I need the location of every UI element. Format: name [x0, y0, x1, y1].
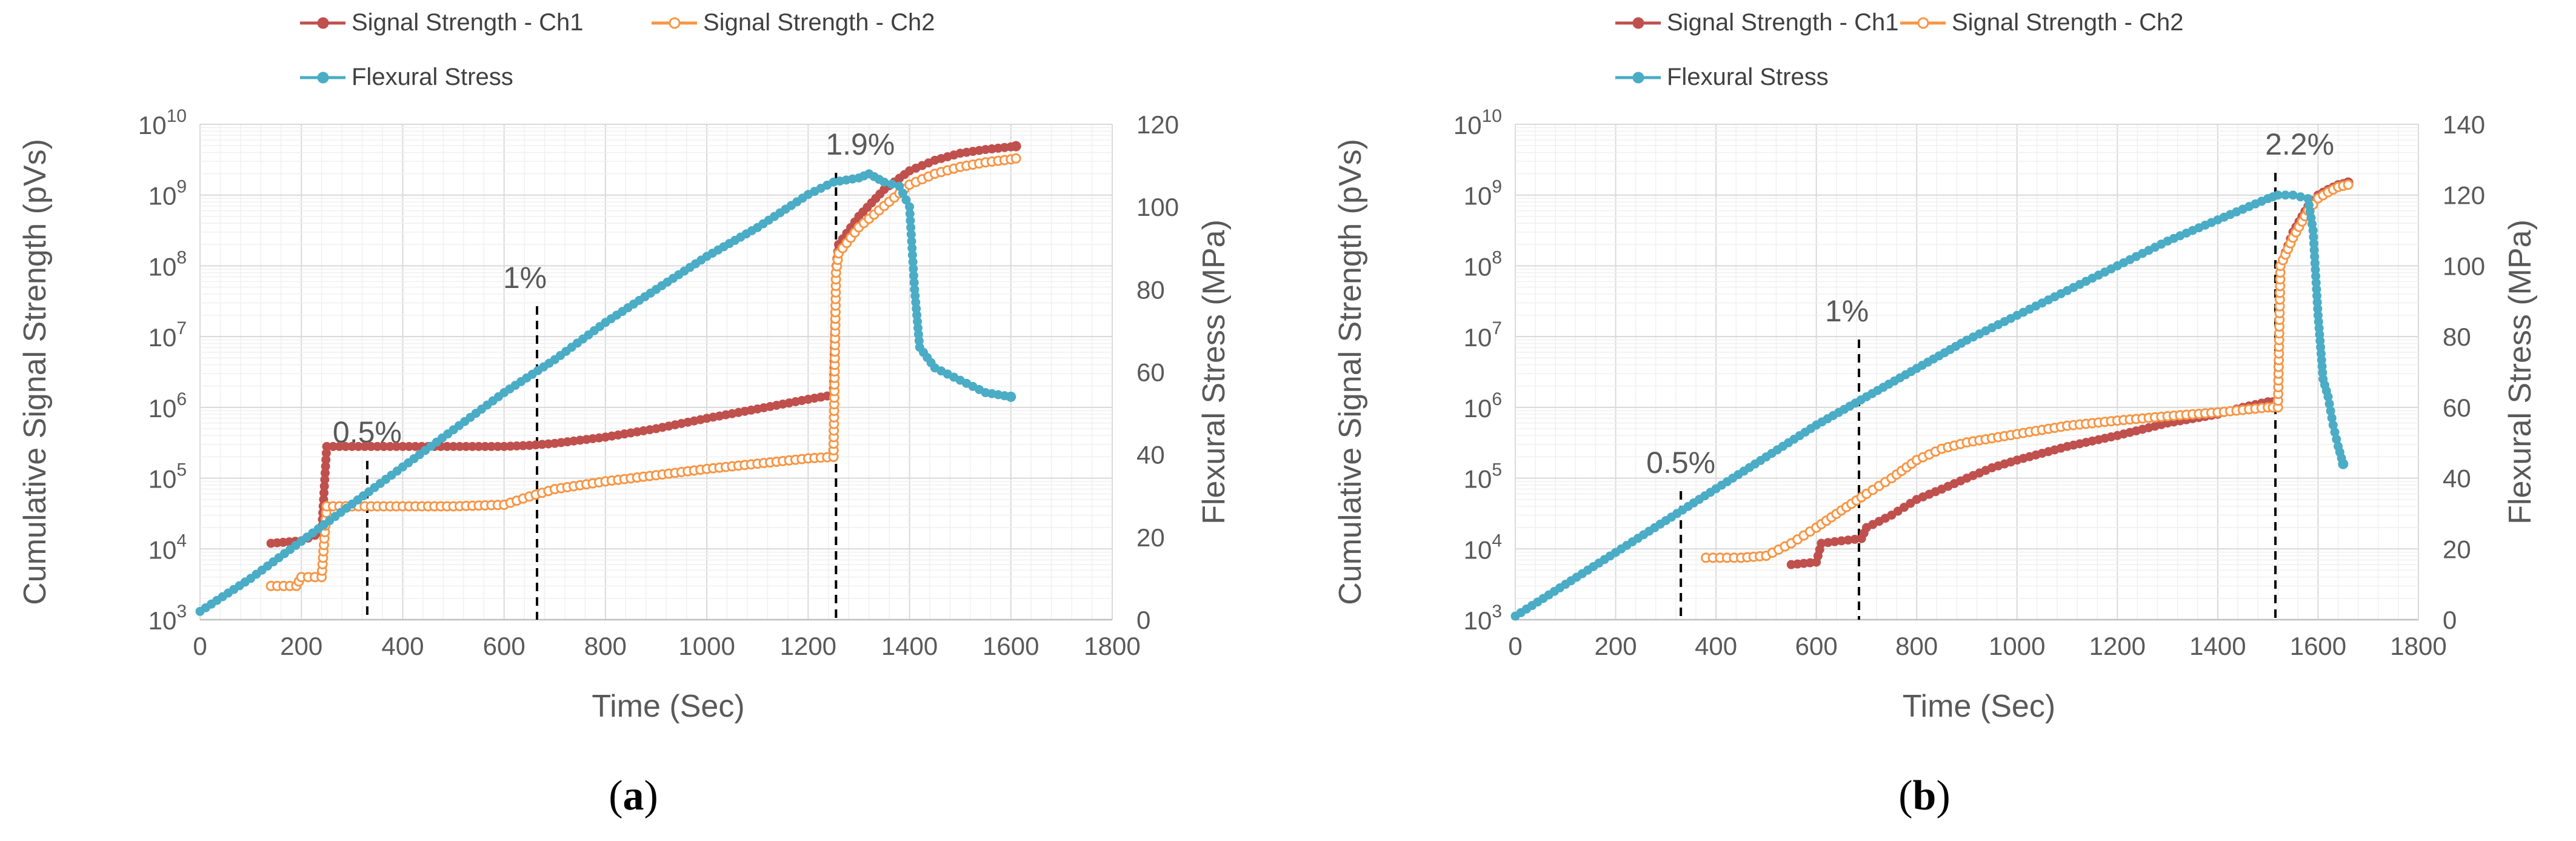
- chart-a-strain-annotation: 1%: [503, 261, 547, 295]
- chart-b-x-tick-label: 0: [1508, 632, 1522, 660]
- chart-a-x-tick-label: 1600: [983, 632, 1039, 660]
- chart-a-x-axis-label: Time (Sec): [592, 689, 744, 724]
- chart-b-y-tick-label: 105: [1464, 460, 1502, 494]
- chart-a-y-tick-label: 106: [148, 389, 187, 423]
- chart-panel-b: 0 200 400 600 800 1000 1200 1400 1600 18001031041…: [1333, 9, 2538, 819]
- chart-a-legend-swatch-marker: [317, 72, 329, 84]
- chart-b-y2-tick-label: 140: [2443, 110, 2485, 139]
- chart-b-series-line: [1706, 183, 2349, 560]
- chart-a-x-tick-label: 600: [483, 632, 526, 660]
- chart-a-gridlines: [199, 124, 1113, 620]
- chart-a-legend-label: Signal Strength - Ch2: [703, 9, 935, 36]
- chart-a-x-tick-label: 1200: [780, 632, 836, 660]
- chart-a-y-tick-label: 103: [148, 601, 187, 635]
- chart-a-panel-label: (a): [609, 772, 658, 819]
- chart-b-x-tick-label: 600: [1795, 632, 1838, 660]
- chart-a-y2-tick-label: 100: [1136, 193, 1179, 221]
- chart-a-y-tick-label: 105: [148, 460, 187, 494]
- chart-a-x-tick-label: 1000: [678, 632, 735, 660]
- chart-b-x-tick-label: 1000: [1989, 632, 2045, 660]
- chart-a-y-tick-label: 107: [148, 318, 187, 352]
- chart-a-y-tick-label: 104: [148, 531, 187, 564]
- chart-b-gridlines: [1515, 124, 2419, 620]
- chart-b-y2-axis-label: Flexural Stress (MPa): [2503, 219, 2538, 524]
- chart-a-y2-axis-label: Flexural Stress (MPa): [1196, 219, 1232, 524]
- chart-a-data-point: [1006, 391, 1016, 402]
- chart-b-y2-tick-label: 60: [2443, 394, 2471, 422]
- chart-b-y2-tick-label: 20: [2443, 535, 2471, 563]
- chart-b-series-3: [1510, 190, 2349, 621]
- chart-b-data-point: [2295, 192, 2305, 202]
- chart-a-y2-tick-label: 40: [1136, 441, 1165, 469]
- chart-a-y-tick-label: 109: [148, 177, 187, 210]
- chart-a-y-tick-label: 1010: [138, 106, 187, 139]
- chart-b-y2-tick-label: 40: [2443, 464, 2471, 493]
- chart-a-legend-swatch-marker: [317, 17, 329, 29]
- chart-a-x-tick-label: 1800: [1084, 632, 1140, 660]
- chart-a-data-point: [1010, 141, 1021, 152]
- chart-b-data-point: [2343, 179, 2354, 190]
- chart-a-data-point: [1010, 153, 1021, 164]
- chart-b-legend-swatch-marker: [1917, 17, 1929, 29]
- chart-a-x-tick-label: 1400: [881, 632, 938, 660]
- chart-b-panel-label: (b): [1898, 772, 1950, 819]
- chart-b-y-tick-label: 1010: [1453, 106, 1502, 139]
- chart-a-y2-tick-label: 120: [1136, 110, 1179, 139]
- chart-b-legend: Signal Strength - Ch1 Signal Strength - C…: [1615, 9, 2183, 90]
- chart-a-series-3: [195, 169, 1016, 616]
- chart-b-y-tick-label: 106: [1464, 389, 1502, 423]
- chart-a-y-axis-label: Cumulative Signal Strength (pVs): [18, 139, 53, 605]
- chart-b-data-point: [2281, 190, 2291, 200]
- chart-a-strain-annotation: 1.9%: [826, 127, 895, 161]
- chart-b-y2-tick-label: 100: [2443, 252, 2485, 280]
- chart-b-y-tick-label: 107: [1464, 318, 1502, 352]
- chart-b-data-point: [2273, 190, 2283, 200]
- chart-a-legend-label: Signal Strength - Ch1: [352, 9, 583, 36]
- chart-b-x-tick-label: 200: [1595, 632, 1637, 660]
- chart-b-x-axis-label: Time (Sec): [1903, 689, 2055, 724]
- chart-b-y-tick-label: 103: [1464, 601, 1502, 635]
- chart-b-data-point: [2338, 458, 2349, 469]
- chart-b-series-2: [1701, 179, 2354, 563]
- chart-b-y2-tick-label: 120: [2443, 181, 2485, 210]
- chart-b-strain-annotation: 0.5%: [1646, 446, 1715, 480]
- chart-b-x-tick-label: 800: [1895, 632, 1938, 660]
- chart-a-x-tick-label: 400: [381, 632, 424, 660]
- chart-b-legend-label: Signal Strength - Ch1: [1667, 9, 1898, 36]
- chart-b-y-axis-label: Cumulative Signal Strength (pVs): [1333, 139, 1368, 605]
- chart-b-legend-label: Signal Strength - Ch2: [1952, 9, 2183, 36]
- chart-b-data-point: [2288, 190, 2298, 200]
- chart-a-data-point: [879, 177, 889, 187]
- chart-a-legend-label: Flexural Stress: [352, 64, 513, 90]
- chart-b-y-tick-label: 108: [1464, 247, 1502, 281]
- chart-b-legend-swatch-marker: [1632, 17, 1644, 29]
- chart-a-x-tick-label: 0: [193, 632, 207, 660]
- chart-a-y-tick-label: 108: [148, 247, 187, 281]
- chart-a-x-tick-label: 200: [280, 632, 322, 660]
- chart-a-y2-tick-label: 60: [1136, 358, 1165, 387]
- chart-b-series-line: [1514, 193, 2345, 618]
- chart-b-x-tick-label: 1600: [2290, 632, 2346, 660]
- chart-b-x-tick-label: 400: [1695, 632, 1737, 660]
- chart-a-y2-tick-label: 20: [1136, 523, 1165, 552]
- chart-a-y2-tick-label: 0: [1136, 606, 1150, 634]
- chart-a-legend: Signal Strength - Ch1 Signal Strength - C…: [300, 9, 935, 90]
- chart-b-y-tick-label: 109: [1464, 177, 1502, 210]
- chart-b-x-tick-label: 1800: [2390, 632, 2446, 660]
- chart-b-y2-tick-label: 80: [2443, 323, 2471, 351]
- chart-b-y2-tick-label: 0: [2443, 606, 2457, 634]
- chart-b-legend-label: Flexural Stress: [1667, 64, 1829, 90]
- chart-b-strain-annotation: 2.2%: [2265, 127, 2334, 161]
- chart-panel-a: 0 200 400 600 800 1000 1200 1400 1600 18001031041…: [18, 9, 1232, 819]
- chart-b-x-tick-label: 1400: [2189, 632, 2246, 660]
- chart-a-x-tick-label: 800: [584, 632, 627, 660]
- chart-b-legend-swatch-marker: [1632, 72, 1644, 84]
- chart-b-x-tick-label: 1200: [2089, 632, 2146, 660]
- chart-b-y-tick-label: 104: [1464, 531, 1502, 564]
- chart-a-y2-tick-label: 80: [1136, 275, 1165, 304]
- chart-a-legend-swatch-marker: [669, 17, 681, 29]
- chart-b-strain-annotation: 1%: [1825, 294, 1869, 328]
- chart-a-data-point: [887, 179, 896, 189]
